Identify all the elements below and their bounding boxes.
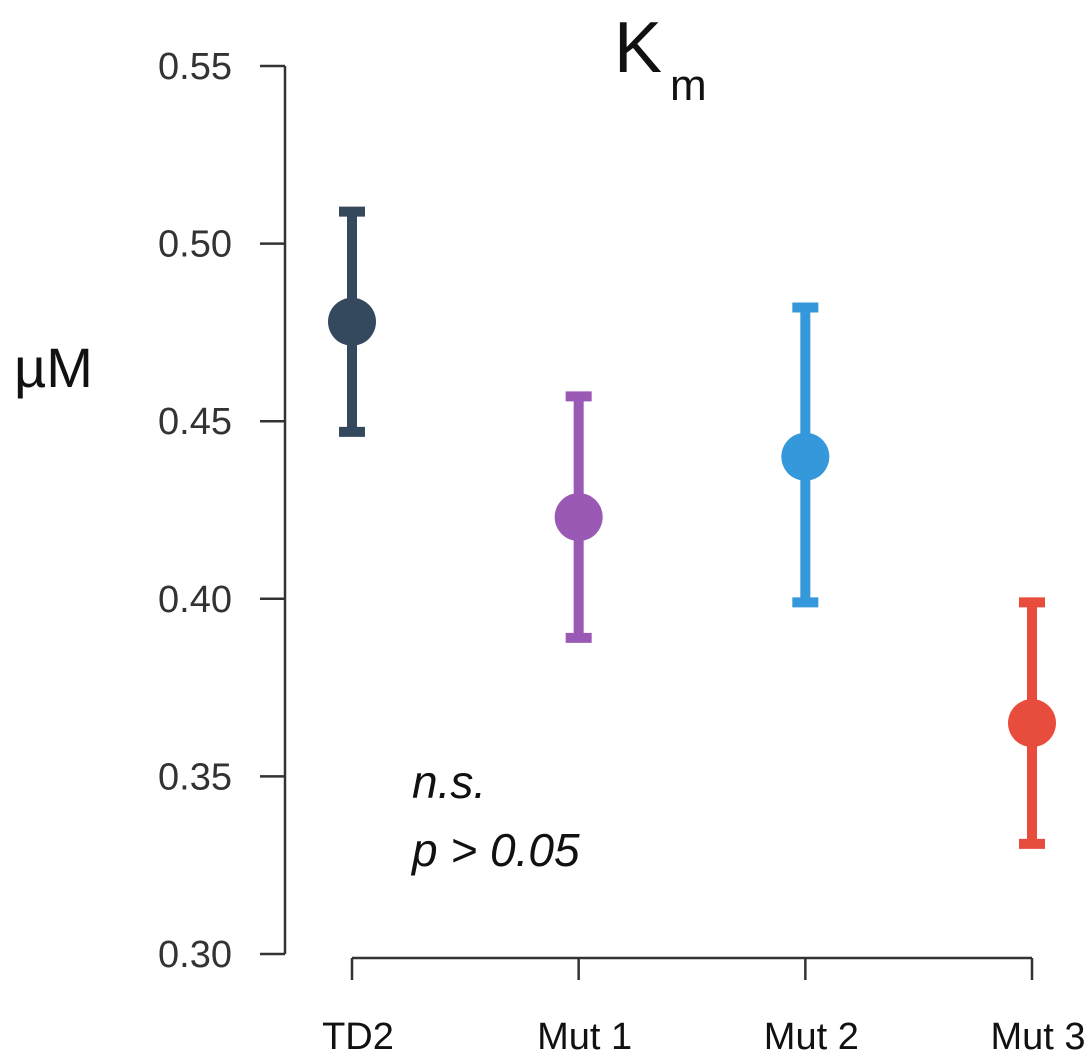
x-tick-label: Mut 2: [764, 1016, 859, 1057]
title: K m: [614, 8, 707, 110]
x-tick-label: TD2: [322, 1016, 394, 1057]
data-points: [328, 206, 1056, 849]
y-axis-label: µM: [14, 336, 93, 399]
annotation-ns: n.s.: [412, 756, 486, 808]
data-point-group: [1008, 597, 1056, 849]
mean-marker: [1008, 699, 1056, 748]
mean-marker: [328, 297, 376, 346]
y-tick-label: 0.45: [158, 401, 232, 443]
significance-annotation: n.s. p > 0.05: [410, 756, 580, 876]
y-tick-label: 0.50: [158, 224, 232, 266]
data-point-group: [328, 206, 376, 437]
data-point-group: [554, 391, 603, 643]
chart-title-subscript: m: [670, 61, 707, 110]
y-axis: 0.30 0.35 0.40 0.45 0.50 0.55: [158, 46, 287, 976]
mean-marker: [554, 493, 603, 542]
y-tick-label: 0.35: [158, 756, 232, 798]
chart-title: K: [614, 8, 662, 88]
y-tick-label: 0.55: [158, 46, 232, 88]
annotation-p-value: p > 0.05: [410, 824, 580, 876]
mean-marker: [781, 432, 830, 481]
x-axis: TD2 Mut 1 Mut 2 Mut 3: [322, 956, 1086, 1057]
y-tick-label: 0.40: [158, 579, 232, 621]
data-point-group: [781, 302, 830, 608]
x-tick-label: Mut 1: [537, 1016, 632, 1057]
x-tick-label: Mut 3: [990, 1016, 1085, 1057]
y-tick-label: 0.30: [158, 934, 232, 976]
